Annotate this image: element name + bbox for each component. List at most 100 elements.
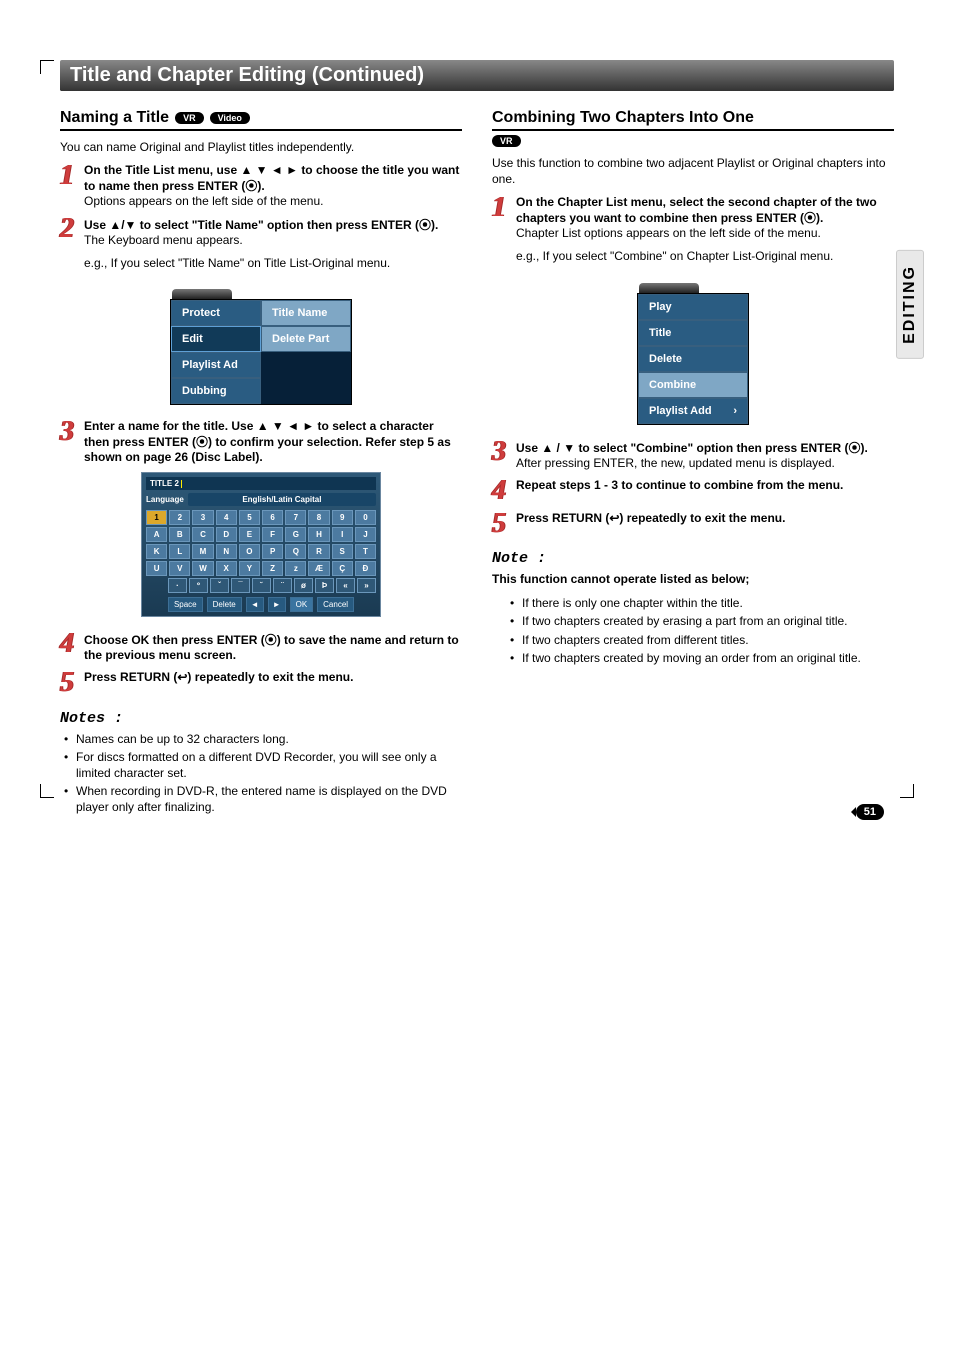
- note-item: If two chapters created by moving an ord…: [510, 650, 894, 666]
- video-pill: Video: [210, 112, 250, 124]
- kbd-key: ˘: [252, 578, 271, 593]
- note-item: If two chapters created from different t…: [510, 632, 894, 648]
- kbd-key: U: [146, 561, 167, 576]
- kbd-key: M: [192, 544, 213, 559]
- kbd-key: 2: [169, 510, 190, 525]
- step-lead: Enter a name for the title. Use ▲ ▼ ◄ ► …: [84, 419, 462, 464]
- step-number: 3: [60, 419, 80, 464]
- kbd-key: T: [355, 544, 376, 559]
- right-column: Combining Two Chapters Into One VR Use t…: [492, 109, 894, 818]
- right-heading: Combining Two Chapters Into One: [492, 109, 894, 131]
- menu-item: Dubbing: [171, 378, 261, 404]
- kbd-key: ·: [168, 578, 187, 593]
- kbd-key: D: [216, 527, 237, 542]
- kbd-key: »: [357, 578, 376, 593]
- kbd-key: J: [355, 527, 376, 542]
- kbd-key: ø: [294, 578, 313, 593]
- kbd-key: G: [285, 527, 306, 542]
- kbd-space: Space: [168, 597, 203, 612]
- menu-item: Playlist Ad: [171, 352, 261, 378]
- menu-item: Play: [638, 294, 748, 320]
- note-heading: Note :: [492, 550, 894, 567]
- kbd-key: N: [216, 544, 237, 559]
- kbd-key: H: [308, 527, 329, 542]
- kbd-title: TITLE 2: [146, 477, 376, 490]
- kbd-key: X: [216, 561, 237, 576]
- kbd-key: ¨: [273, 578, 292, 593]
- kbd-key: S: [332, 544, 353, 559]
- kbd-key: Þ: [315, 578, 334, 593]
- step-number: 1: [492, 195, 512, 272]
- menu-item: Playlist Add›: [638, 398, 748, 424]
- note-item: If there is only one chapter within the …: [510, 595, 894, 611]
- step-lead: Press RETURN (↩) repeatedly to exit the …: [84, 670, 462, 684]
- kbd-key: 4: [216, 510, 237, 525]
- step-lead: On the Title List menu, use ▲ ▼ ◄ ► to c…: [84, 163, 462, 194]
- kbd-key: O: [239, 544, 260, 559]
- kbd-delete: Delete: [207, 597, 242, 612]
- section-header: Title and Chapter Editing (Continued): [60, 60, 894, 91]
- kbd-key: z: [285, 561, 306, 576]
- keyboard-figure: TITLE 2 Language English/Latin Capital 1…: [141, 472, 381, 617]
- note-lead: This function cannot operate listed as b…: [492, 571, 894, 587]
- right-intro: Use this function to combine two adjacen…: [492, 155, 894, 187]
- kbd-right: ►: [268, 597, 286, 612]
- step-5: 5 Press RETURN (↩) repeatedly to exit th…: [60, 670, 462, 695]
- step-number: 1: [60, 163, 80, 208]
- kbd-key: C: [192, 527, 213, 542]
- step-body: The Keyboard menu appears.: [84, 233, 462, 247]
- kbd-key: ˇ: [210, 578, 229, 593]
- kbd-key: V: [169, 561, 190, 576]
- step-number: 4: [60, 631, 80, 662]
- step-number: 5: [60, 670, 80, 695]
- kbd-key: 3: [192, 510, 213, 525]
- menu-item: Delete: [638, 346, 748, 372]
- notes-list: Names can be up to 32 characters long. F…: [60, 731, 462, 816]
- kbd-key: K: [146, 544, 167, 559]
- kbd-left: ◄: [246, 597, 264, 612]
- step-2: 2 Use ▲/▼ to select "Title Name" option …: [60, 216, 462, 279]
- step-lead: Press RETURN (↩) repeatedly to exit the …: [516, 511, 894, 525]
- step-number: 4: [492, 478, 512, 503]
- step-lead: Use ▲/▼ to select "Title Name" option th…: [84, 216, 462, 233]
- kbd-key: º: [189, 578, 208, 593]
- menu-item: Title Name: [261, 300, 351, 326]
- menu-item: Protect: [171, 300, 261, 326]
- step-number: 3: [492, 439, 512, 470]
- note-item: If two chapters created by erasing a par…: [510, 613, 894, 629]
- menu-item: Edit: [171, 326, 261, 352]
- section-title: Title and Chapter Editing (Continued): [60, 60, 894, 91]
- step-number: 5: [492, 511, 512, 536]
- left-intro: You can name Original and Playlist title…: [60, 139, 462, 155]
- step-number: 2: [60, 216, 80, 279]
- kbd-key: A: [146, 527, 167, 542]
- menu-item-selected: Combine: [638, 372, 748, 398]
- step-lead: Repeat steps 1 - 3 to continue to combin…: [516, 478, 894, 492]
- kbd-lang-label: Language: [146, 495, 184, 504]
- title-list-menu-figure: Protect Edit Playlist Ad Dubbing Title N…: [170, 289, 352, 405]
- left-column: Naming a Title VR Video You can name Ori…: [60, 109, 462, 818]
- vr-pill: VR: [492, 135, 521, 147]
- r-step-1: 1 On the Chapter List menu, select the s…: [492, 195, 894, 272]
- kbd-key: I: [332, 527, 353, 542]
- note-list: If there is only one chapter within the …: [492, 595, 894, 666]
- kbd-key: 1: [146, 510, 167, 525]
- kbd-key: Z: [262, 561, 283, 576]
- step-body: After pressing ENTER, the new, updated m…: [516, 456, 894, 470]
- notes-heading: Notes :: [60, 710, 462, 727]
- step-1: 1 On the Title List menu, use ▲ ▼ ◄ ► to…: [60, 163, 462, 208]
- kbd-key: Y: [239, 561, 260, 576]
- kbd-key: Q: [285, 544, 306, 559]
- kbd-key: «: [336, 578, 355, 593]
- vr-pill: VR: [175, 112, 204, 124]
- kbd-key: 6: [262, 510, 283, 525]
- kbd-key: 0: [355, 510, 376, 525]
- r-step-4: 4 Repeat steps 1 - 3 to continue to comb…: [492, 478, 894, 503]
- kbd-ok: OK: [290, 597, 314, 612]
- page-number: 51: [856, 804, 884, 818]
- note-item: When recording in DVD-R, the entered nam…: [64, 783, 462, 815]
- kbd-key: 8: [308, 510, 329, 525]
- kbd-key: W: [192, 561, 213, 576]
- menu-item: Delete Part: [261, 326, 351, 352]
- note-item: For discs formatted on a different DVD R…: [64, 749, 462, 781]
